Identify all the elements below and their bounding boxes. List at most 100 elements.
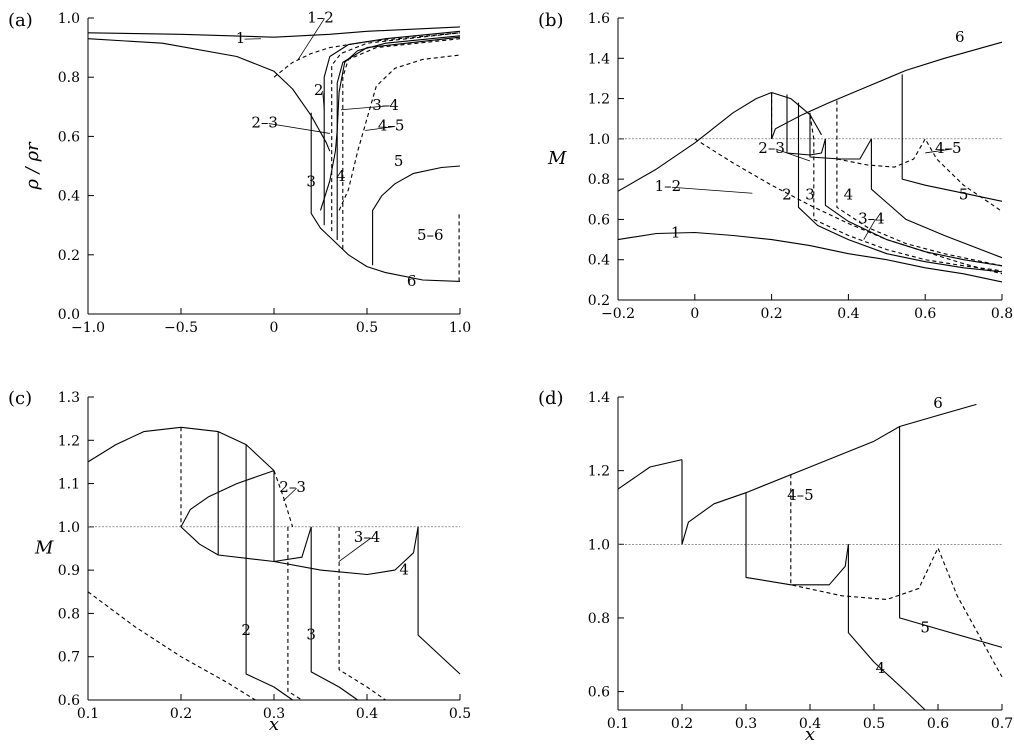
x-tick-label: 0 bbox=[690, 306, 699, 322]
annotation-label: 4 bbox=[399, 560, 409, 578]
x-tick-label: 1.0 bbox=[449, 320, 471, 336]
x-axis-title: x bbox=[805, 724, 815, 745]
series-dashed bbox=[331, 32, 461, 232]
x-tick-label: 0.3 bbox=[263, 706, 285, 722]
annotation-leader bbox=[297, 18, 325, 60]
annotation-leader bbox=[283, 487, 297, 502]
annotation-label: 5 bbox=[394, 152, 404, 170]
annotation-leader bbox=[925, 148, 953, 154]
x-tick-label: 0.1 bbox=[77, 706, 99, 722]
annotation-label: 4–5 bbox=[787, 486, 814, 504]
y-tick-label: 0.4 bbox=[58, 189, 80, 205]
y-tick-label: 0.2 bbox=[58, 248, 80, 264]
annotation-label: 6 bbox=[407, 272, 417, 290]
panel-label-c: (c) bbox=[8, 388, 32, 409]
series-solid bbox=[617, 459, 683, 490]
annotation-label: 4 bbox=[844, 185, 854, 203]
y-tick-label: 0.4 bbox=[588, 253, 610, 269]
annotation-leader bbox=[340, 105, 390, 111]
annotation-leader bbox=[365, 126, 396, 131]
y-axis-title: ρ / ρr bbox=[22, 141, 43, 191]
annotation-label: 1–2 bbox=[655, 177, 682, 195]
y-tick-label: 1.2 bbox=[588, 464, 610, 480]
series-solid bbox=[786, 94, 826, 156]
series-solid bbox=[901, 74, 1003, 202]
x-tick-label: 0.7 bbox=[991, 716, 1013, 732]
y-tick-label: 1.0 bbox=[588, 132, 610, 148]
annotation-leader bbox=[671, 186, 753, 194]
y-tick-label: 1.4 bbox=[588, 51, 610, 67]
x-tick-label: 0.8 bbox=[991, 306, 1013, 322]
series-dashed bbox=[338, 526, 386, 701]
y-tick-label: 1.0 bbox=[588, 537, 610, 553]
series-solid bbox=[310, 526, 359, 701]
annotation-label: 6 bbox=[955, 28, 965, 46]
y-tick-label: 0.8 bbox=[58, 606, 80, 622]
series-dashed bbox=[287, 526, 303, 701]
x-tick-label: 0.2 bbox=[170, 706, 192, 722]
annotation-label: 1 bbox=[236, 29, 246, 47]
series-solid bbox=[87, 38, 331, 152]
series-solid bbox=[771, 41, 1003, 140]
annotation-label: 3–4 bbox=[372, 96, 399, 114]
panel-d: (d) 0.1 0.2 0.3 0.4 0.5 0.6 0.7 0.6 0.8 1.0 1.2 1.4… bbox=[538, 388, 1013, 745]
series-solid bbox=[847, 544, 926, 711]
annotation-label: 3 bbox=[805, 185, 815, 203]
annotation-label: 2–3 bbox=[758, 139, 785, 157]
series-solid bbox=[745, 492, 849, 586]
y-tick-label: 0.6 bbox=[588, 212, 610, 228]
x-tick-label: 0.1 bbox=[607, 716, 629, 732]
annotation-label: 2–3 bbox=[279, 478, 306, 496]
series-dashed bbox=[87, 591, 256, 701]
annotation-leader bbox=[268, 123, 330, 134]
y-tick-label: 1.0 bbox=[58, 11, 80, 27]
x-tick-label: 0 bbox=[270, 320, 279, 336]
panel-a: (a) −1.0 −0.5 0 0.5 1.0 0.0 0.2 0.4 0.6 0.8 1.0 1 1–… bbox=[8, 8, 471, 336]
x-axis-title: x bbox=[269, 714, 279, 735]
series-solid bbox=[180, 470, 275, 528]
annotation-label: 3 bbox=[306, 625, 316, 643]
annotation-label: 4 bbox=[336, 167, 346, 185]
series-solid bbox=[323, 30, 461, 226]
series-dashed bbox=[338, 54, 461, 211]
annotation-leader bbox=[338, 537, 372, 562]
series-solid bbox=[681, 403, 977, 545]
series-solid bbox=[87, 426, 182, 463]
y-tick-label: 1.2 bbox=[588, 92, 610, 108]
y-tick-label: 0.2 bbox=[588, 293, 610, 309]
x-tick-label: 0.6 bbox=[927, 716, 949, 732]
x-tick-label: −1.0 bbox=[71, 320, 105, 336]
x-tick-label: 0.4 bbox=[837, 306, 859, 322]
y-tick-label: 0.6 bbox=[588, 685, 610, 701]
annotation-label: 4–5 bbox=[935, 139, 962, 157]
y-tick-label: 1.3 bbox=[58, 390, 80, 406]
y-tick-label: 1.4 bbox=[588, 390, 610, 406]
series-dashed bbox=[836, 138, 1003, 212]
y-tick-label: 0.8 bbox=[58, 70, 80, 86]
annotation-label: 5–6 bbox=[417, 226, 444, 244]
x-tick-label: 0.5 bbox=[356, 320, 378, 336]
panel-label-a: (a) bbox=[8, 10, 33, 31]
series-dashed bbox=[342, 38, 461, 249]
series-dashed bbox=[809, 114, 1003, 272]
annotation-label: 2 bbox=[314, 81, 324, 99]
x-tick-label: −0.2 bbox=[601, 306, 635, 322]
x-tick-label: 0.6 bbox=[914, 306, 936, 322]
panel-label-d: (d) bbox=[538, 388, 564, 409]
panel-b: (b) −0.2 0 0.2 0.4 0.6 0.8 0.2 0.4 0.6 0.8 1.0 1.2 1… bbox=[538, 10, 1013, 322]
annotation-leader bbox=[775, 148, 811, 162]
y-tick-label: 0.6 bbox=[58, 693, 80, 709]
series-solid bbox=[617, 91, 772, 192]
series-solid bbox=[273, 526, 419, 576]
x-tick-label: 0.4 bbox=[799, 716, 821, 732]
panel-label-b: (b) bbox=[538, 10, 564, 31]
x-tick-label: 0.4 bbox=[356, 706, 378, 722]
y-axis-title: M bbox=[547, 148, 567, 169]
y-tick-label: 0.6 bbox=[58, 129, 80, 145]
annotation-label: 2–3 bbox=[251, 114, 278, 132]
series-solid bbox=[372, 165, 461, 266]
series-solid bbox=[336, 36, 461, 240]
annotation-label: 4 bbox=[876, 659, 886, 677]
y-axis-title: M bbox=[34, 538, 54, 559]
series-solid bbox=[797, 102, 1003, 273]
